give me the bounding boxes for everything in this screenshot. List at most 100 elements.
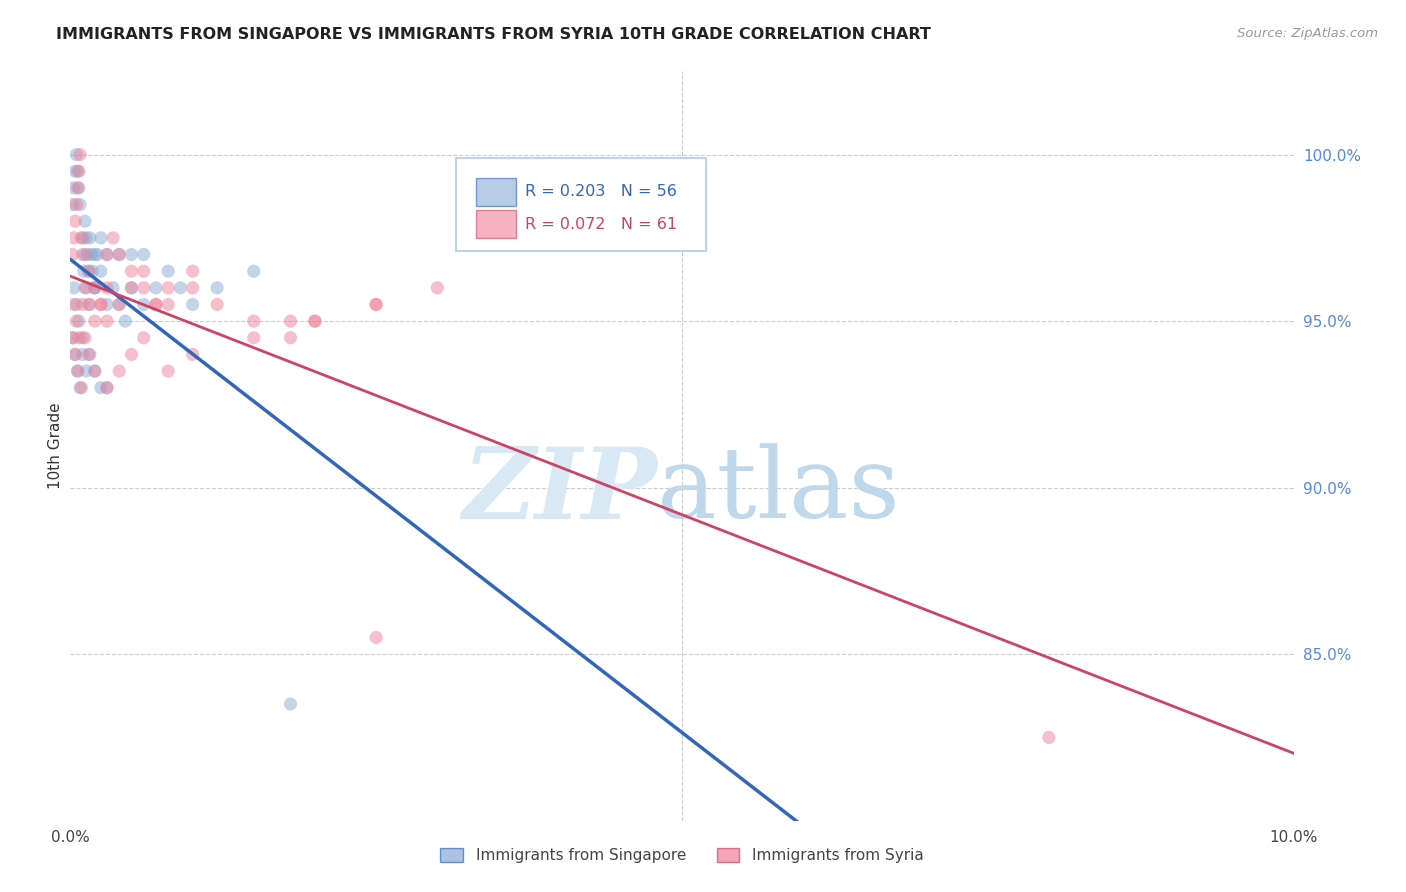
Point xyxy=(121,281,143,295)
Point xyxy=(63,347,86,361)
Point xyxy=(63,347,86,361)
Point xyxy=(426,281,449,295)
Point xyxy=(181,297,204,311)
Point xyxy=(280,331,302,345)
Point xyxy=(69,381,91,395)
Point xyxy=(72,331,94,345)
Point xyxy=(62,331,84,345)
Text: IMMIGRANTS FROM SINGAPORE VS IMMIGRANTS FROM SYRIA 10TH GRADE CORRELATION CHART: IMMIGRANTS FROM SINGAPORE VS IMMIGRANTS … xyxy=(56,27,931,42)
Point xyxy=(65,197,87,211)
Point xyxy=(79,347,101,361)
Point xyxy=(157,264,180,278)
Point xyxy=(280,697,302,711)
FancyBboxPatch shape xyxy=(456,158,706,252)
Point xyxy=(181,281,204,295)
Point xyxy=(67,331,90,345)
Point xyxy=(280,314,302,328)
Point xyxy=(70,231,93,245)
Point xyxy=(366,297,388,311)
Point xyxy=(82,264,104,278)
Point xyxy=(108,247,131,261)
Point xyxy=(65,297,87,311)
Point xyxy=(73,214,96,228)
Point xyxy=(72,347,94,361)
Point xyxy=(65,314,87,328)
Point xyxy=(132,297,155,311)
Text: R = 0.072   N = 61: R = 0.072 N = 61 xyxy=(526,217,678,232)
Point xyxy=(76,247,98,261)
Point xyxy=(121,347,143,361)
Point xyxy=(96,381,118,395)
Point xyxy=(90,264,112,278)
Point xyxy=(73,281,96,295)
Point xyxy=(90,231,112,245)
Point xyxy=(96,314,118,328)
Point xyxy=(96,381,118,395)
Point xyxy=(83,281,105,295)
Point xyxy=(90,381,112,395)
Bar xyxy=(477,178,516,206)
Point xyxy=(157,281,180,295)
Point xyxy=(77,297,100,311)
Text: Source: ZipAtlas.com: Source: ZipAtlas.com xyxy=(1237,27,1378,40)
Point xyxy=(77,264,100,278)
Point xyxy=(205,281,228,295)
Point xyxy=(67,164,90,178)
Point xyxy=(304,314,326,328)
Point xyxy=(63,297,86,311)
Point xyxy=(132,281,155,295)
Point xyxy=(69,197,91,211)
Point xyxy=(366,631,388,645)
Point xyxy=(83,247,105,261)
Point xyxy=(243,314,266,328)
Point xyxy=(101,231,124,245)
Point xyxy=(79,297,101,311)
Point xyxy=(63,181,86,195)
Point xyxy=(157,297,180,311)
Point xyxy=(181,264,204,278)
Point xyxy=(75,231,97,245)
Point xyxy=(121,264,143,278)
Point xyxy=(132,331,155,345)
Text: ZIP: ZIP xyxy=(463,442,658,539)
Point xyxy=(79,231,101,245)
Point xyxy=(181,347,204,361)
Point xyxy=(63,281,86,295)
Legend: Immigrants from Singapore, Immigrants from Syria: Immigrants from Singapore, Immigrants fr… xyxy=(434,842,929,869)
Point xyxy=(169,281,191,295)
Point xyxy=(108,297,131,311)
Point xyxy=(108,247,131,261)
Point xyxy=(75,364,97,378)
Point xyxy=(83,364,105,378)
Point xyxy=(77,347,100,361)
Point xyxy=(157,364,180,378)
Point xyxy=(96,281,118,295)
Point xyxy=(72,231,94,245)
Point xyxy=(62,197,84,211)
Point xyxy=(75,281,97,295)
Point xyxy=(145,281,167,295)
Point xyxy=(86,247,108,261)
Point xyxy=(132,247,155,261)
Point xyxy=(69,147,91,161)
Point xyxy=(83,314,105,328)
Y-axis label: 10th Grade: 10th Grade xyxy=(48,402,63,490)
Point xyxy=(121,281,143,295)
Point xyxy=(90,297,112,311)
Point xyxy=(67,314,90,328)
Point xyxy=(96,247,118,261)
Point xyxy=(73,264,96,278)
Point xyxy=(304,314,326,328)
Point xyxy=(145,297,167,311)
Point xyxy=(83,364,105,378)
Point xyxy=(67,181,90,195)
Point xyxy=(1038,731,1060,745)
Point xyxy=(108,297,131,311)
Point xyxy=(108,364,131,378)
Point xyxy=(243,331,266,345)
Point xyxy=(96,247,118,261)
Text: atlas: atlas xyxy=(658,443,900,539)
Point xyxy=(114,314,136,328)
Point xyxy=(366,297,388,311)
Point xyxy=(63,214,86,228)
